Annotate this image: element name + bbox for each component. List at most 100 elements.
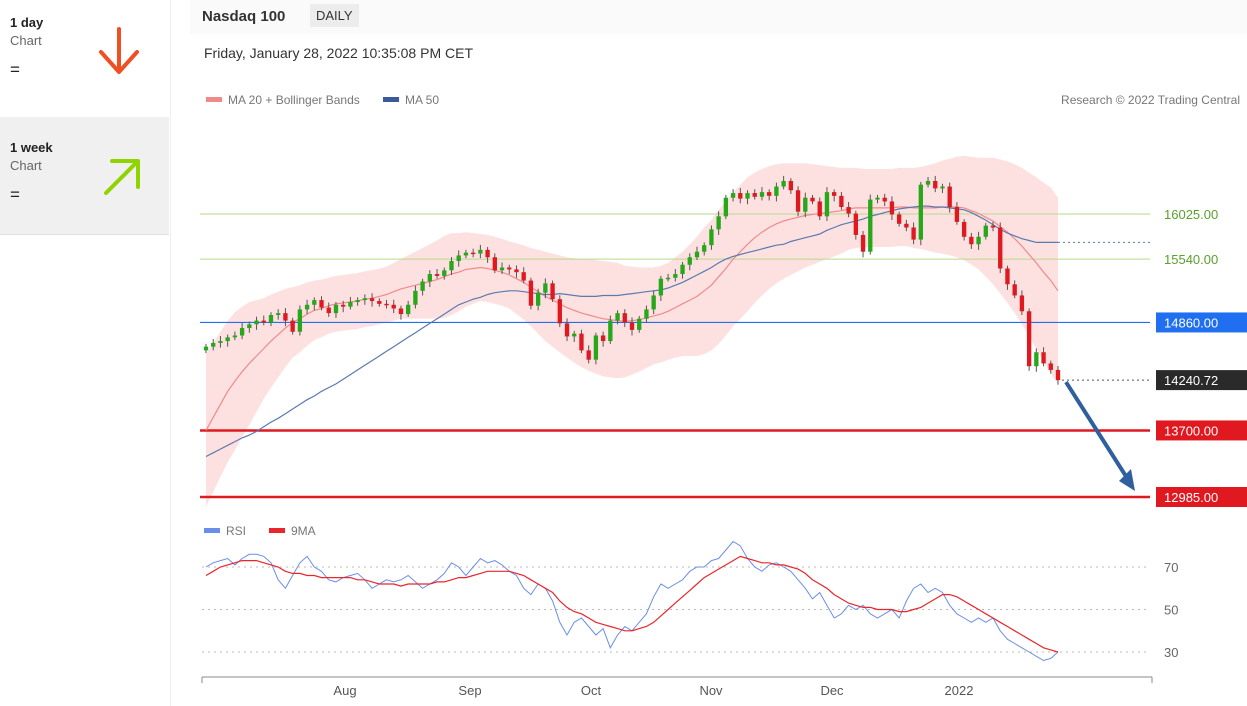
- candle: [398, 308, 404, 315]
- sidebar-item-1-week[interactable]: 1 week Chart =: [0, 117, 169, 235]
- candle: [680, 264, 685, 275]
- candle: [860, 234, 866, 252]
- candle: [413, 290, 418, 305]
- candle: [774, 186, 779, 196]
- level-label-box: [1156, 487, 1247, 507]
- candle: [694, 251, 700, 258]
- candle: [1055, 369, 1061, 381]
- candle: [839, 195, 844, 208]
- candle: [896, 214, 902, 224]
- candle: [788, 180, 794, 191]
- candle: [1019, 295, 1025, 312]
- candle: [723, 197, 729, 217]
- sidebar-item-sub: Chart: [10, 33, 42, 48]
- candle: [211, 342, 216, 347]
- legend-rsi: RSI: [204, 524, 246, 538]
- candle: [456, 255, 461, 262]
- candle: [319, 300, 324, 308]
- arrow-down-icon: [99, 27, 139, 74]
- level-label: 15540.00: [1164, 252, 1218, 267]
- candle: [218, 341, 223, 343]
- candle: [911, 227, 916, 240]
- sidebar-item-signal: =: [10, 60, 20, 79]
- x-tick-label: Nov: [699, 683, 723, 698]
- candle: [803, 197, 808, 212]
- candle: [629, 322, 635, 330]
- candle: [499, 267, 505, 271]
- legend-ma20: MA 20 + Bollinger Bands: [206, 93, 360, 107]
- candle: [702, 245, 707, 252]
- candle: [730, 193, 736, 198]
- candle: [507, 267, 512, 270]
- candle: [1005, 268, 1010, 285]
- candle: [391, 304, 396, 309]
- candle: [283, 313, 288, 321]
- x-tick-label: Aug: [333, 683, 356, 698]
- candle: [904, 223, 909, 228]
- candle: [846, 207, 851, 214]
- rsi-tick-label: 50: [1164, 603, 1178, 618]
- candle: [420, 281, 425, 291]
- candle: [954, 207, 960, 222]
- level-label-box: [1156, 420, 1247, 441]
- candle: [543, 283, 548, 293]
- candle: [572, 333, 577, 337]
- ma50-line: [205, 205, 1058, 458]
- candle: [369, 298, 375, 302]
- rsi-line: [205, 540, 1059, 662]
- candle: [478, 249, 483, 254]
- candle: [304, 304, 310, 310]
- candle: [1041, 352, 1046, 364]
- x-tick-label: Sep: [458, 683, 481, 698]
- candle: [514, 269, 519, 273]
- candle: [1048, 363, 1053, 370]
- level-label-box: [1156, 312, 1247, 333]
- candle: [232, 335, 238, 338]
- level-label: 12985.00: [1164, 490, 1218, 505]
- candle: [550, 283, 555, 300]
- x-tick-label: Dec: [820, 683, 844, 698]
- candle: [521, 272, 526, 281]
- forecast-arrow: [1064, 381, 1131, 483]
- arrow-up-right-icon: [104, 159, 140, 195]
- candle: [312, 300, 317, 305]
- candle: [239, 328, 245, 336]
- sidebar-item-period: 1 week: [10, 140, 53, 155]
- candle: [658, 278, 664, 296]
- candle: [824, 192, 830, 217]
- datetime-label: Friday, January 28, 2022 10:35:08 PM CET: [204, 45, 473, 61]
- candle: [889, 201, 895, 215]
- frequency-badge[interactable]: DAILY: [310, 4, 359, 27]
- sidebar-item-1-day[interactable]: 1 day Chart =: [0, 0, 169, 118]
- candle: [868, 199, 873, 252]
- legend-rsi-swatch: [204, 528, 220, 533]
- candle: [961, 221, 967, 237]
- candle: [644, 309, 649, 319]
- candle: [709, 229, 714, 246]
- candle: [434, 274, 440, 276]
- sidebar: 1 day Chart = 1 week Chart =: [0, 0, 171, 706]
- candle: [225, 337, 230, 342]
- candle: [615, 313, 620, 321]
- legend-ma50-swatch: [383, 97, 399, 102]
- candle: [406, 304, 411, 315]
- candle: [918, 184, 923, 240]
- candle: [875, 197, 880, 200]
- candle: [637, 318, 642, 330]
- candle: [745, 193, 750, 199]
- candle: [781, 180, 786, 187]
- candle: [564, 323, 570, 337]
- candle: [752, 193, 757, 197]
- sidebar-item-sub: Chart: [10, 158, 42, 173]
- candle: [261, 320, 266, 323]
- candle: [738, 193, 743, 199]
- candle: [276, 313, 281, 316]
- candle: [622, 313, 627, 323]
- candle: [492, 257, 497, 271]
- candle: [933, 180, 938, 189]
- candle: [1026, 311, 1032, 367]
- candle: [427, 274, 432, 282]
- legend-9ma-swatch: [269, 528, 285, 533]
- candle: [1034, 352, 1039, 367]
- chart-panel: Nasdaq 100 DAILY Friday, January 28, 202…: [190, 0, 1247, 706]
